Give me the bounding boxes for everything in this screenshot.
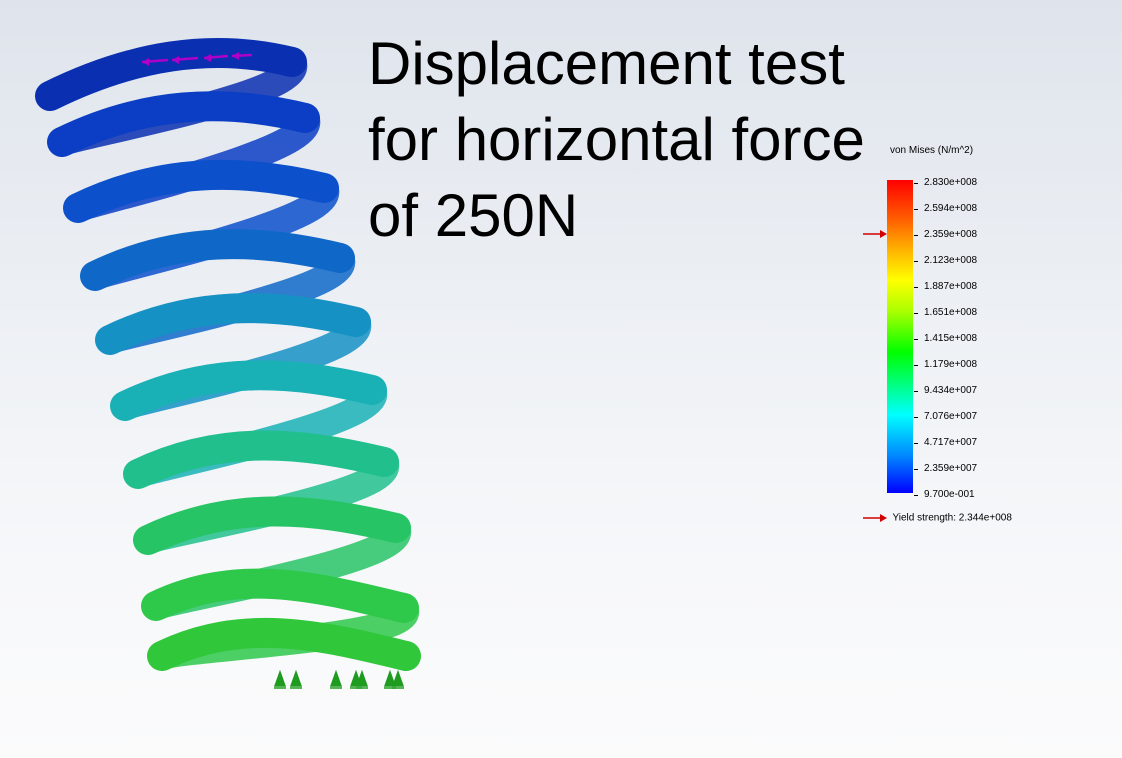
- legend-value-label: 9.434e+007: [924, 385, 978, 396]
- yield-strength-row: Yield strength: 2.344e+008: [862, 509, 1012, 524]
- legend-tick: [914, 417, 918, 418]
- title-line-1: Displacement test: [368, 30, 845, 97]
- coil-segment: [47, 91, 320, 157]
- legend-tick: [914, 313, 918, 314]
- legend-title: von Mises (N/m^2): [890, 145, 974, 156]
- legend-tick: [914, 495, 918, 496]
- legend-value-label: 4.717e+007: [924, 437, 978, 448]
- legend-tick: [914, 339, 918, 340]
- legend-value-label: 1.651e+008: [924, 307, 978, 318]
- legend-tick: [914, 287, 918, 288]
- legend-tick: [914, 209, 918, 210]
- coil-segment: [147, 617, 421, 671]
- annotation-title: Displacement test for horizontal force o…: [368, 26, 865, 254]
- legend-value-label: 2.359e+007: [924, 463, 978, 474]
- coil-segment: [95, 293, 371, 355]
- coil-segment: [110, 360, 387, 421]
- legend-tick: [914, 443, 918, 444]
- load-arrowhead-icon: [172, 56, 179, 64]
- legend-tick: [914, 261, 918, 262]
- fixture-icon: [391, 669, 405, 689]
- legend-value-label: 2.359e+008: [924, 229, 978, 240]
- yield-arrow-icon: [863, 513, 887, 522]
- load-arrowhead-icon: [142, 58, 149, 66]
- fixture-icon: [273, 669, 287, 689]
- legend-value-label: 7.076e+007: [924, 411, 978, 422]
- coil-segment: [63, 159, 339, 223]
- legend-value-label: 1.179e+008: [924, 359, 978, 370]
- legend-value-label: 1.415e+008: [924, 333, 978, 344]
- legend-tick: [914, 391, 918, 392]
- coil-segment: [80, 229, 355, 291]
- legend-value-label: 2.594e+008: [924, 203, 978, 214]
- title-line-2: for horizontal force: [368, 106, 865, 173]
- fixed-support-markers: [273, 669, 405, 689]
- legend-value-label: 1.887e+008: [924, 281, 978, 292]
- fixture-icon: [355, 669, 369, 689]
- title-line-3: of 250N: [368, 182, 579, 249]
- yield-strength-label: Yield strength: 2.344e+008: [892, 512, 1012, 524]
- coil-segment: [141, 568, 419, 623]
- legend-value-label: 2.830e+008: [924, 177, 978, 188]
- load-arrowhead-icon: [204, 54, 211, 62]
- stress-color-bar: [887, 180, 913, 493]
- yield-marker-arrow-icon: [863, 230, 887, 238]
- spring-coils: [35, 37, 421, 671]
- fixture-icon: [289, 669, 303, 689]
- load-arrows: [141, 52, 253, 66]
- coil-segment: [123, 430, 399, 489]
- coil-segment: [35, 37, 307, 111]
- legend-tick: [914, 469, 918, 470]
- legend-tick: [914, 365, 918, 366]
- legend-tick: [914, 183, 918, 184]
- legend-value-label: 9.700e-001: [924, 489, 975, 500]
- coil-segment: [133, 496, 411, 555]
- legend-value-label: 2.123e+008: [924, 255, 978, 266]
- fixture-icon: [329, 669, 343, 689]
- legend-tick: [914, 235, 918, 236]
- load-arrowhead-icon: [232, 52, 239, 60]
